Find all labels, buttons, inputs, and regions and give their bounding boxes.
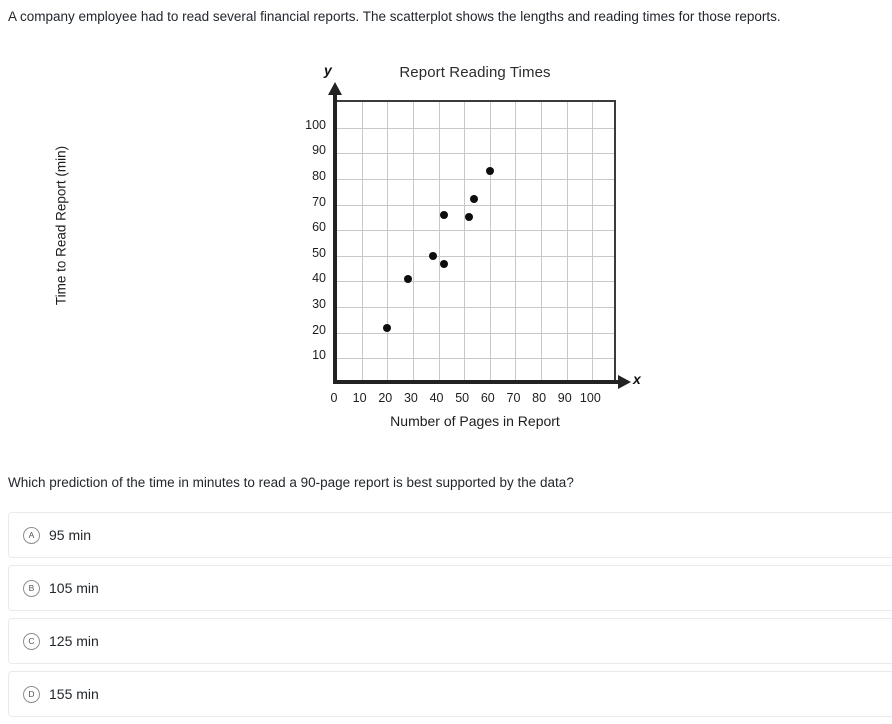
answer-choice-c[interactable]: C 125 min — [8, 618, 892, 664]
y-tick-label: 100 — [305, 117, 326, 132]
choice-label: 95 min — [49, 527, 92, 543]
gridline-horizontal — [336, 307, 614, 309]
x-tick-label: 20 — [378, 391, 393, 405]
y-axis-arrow-icon — [328, 82, 342, 95]
x-tick-label: 90 — [557, 391, 572, 405]
x-tick-label: 0 — [330, 391, 338, 405]
y-tick-label: 40 — [312, 271, 326, 286]
x-axis-arrow-icon — [618, 375, 631, 389]
x-axis-title: Number of Pages in Report — [390, 413, 560, 429]
gridline-vertical — [515, 102, 517, 380]
choice-letter-badge[interactable]: A — [23, 526, 40, 544]
gridline-vertical — [464, 102, 466, 380]
gridline-vertical — [566, 102, 568, 380]
x-axis-line — [334, 380, 622, 384]
y-axis-variable-label: y — [324, 62, 332, 78]
choice-label: 125 min — [49, 633, 99, 649]
choice-label: 105 min — [49, 580, 99, 596]
answer-choice-b[interactable]: B 105 min — [8, 565, 892, 611]
gridline-horizontal — [336, 255, 614, 257]
y-axis-title: Time to Read Report (min) — [53, 145, 69, 306]
x-tick-label: 10 — [352, 391, 367, 405]
gridline-vertical — [438, 102, 440, 380]
y-tick-label: 50 — [312, 245, 326, 260]
gridline-horizontal — [336, 204, 614, 206]
x-tick-label: 80 — [532, 391, 547, 405]
gridline-horizontal — [336, 153, 614, 155]
x-tick-label: 100 — [579, 391, 601, 405]
data-point — [465, 213, 474, 222]
data-point — [383, 323, 392, 332]
data-point — [439, 210, 448, 219]
y-tick-label: 80 — [312, 168, 326, 183]
gridline-vertical — [592, 102, 594, 380]
gridline-horizontal — [336, 358, 614, 360]
choice-label: 155 min — [49, 686, 99, 702]
x-tick-label: 30 — [403, 391, 418, 405]
y-tick-label: 20 — [312, 322, 326, 337]
chart-title: Report Reading Times — [399, 64, 551, 81]
scatterplot-figure: Report Reading Times y x 10 20 30 40 50 60 70 8… — [0, 58, 892, 433]
gridline-horizontal — [336, 178, 614, 180]
data-point — [470, 195, 479, 204]
choice-letter-badge[interactable]: D — [23, 685, 40, 703]
x-tick-label: 60 — [480, 391, 495, 405]
data-point — [439, 259, 448, 268]
answer-choice-d[interactable]: D 155 min — [8, 671, 892, 717]
y-tick-label: 70 — [312, 194, 326, 209]
answer-choice-list: A 95 min B 105 min C 125 min D 155 min — [8, 512, 892, 724]
question-prompt: Which prediction of the time in minutes … — [8, 475, 574, 490]
x-tick-label: 50 — [455, 391, 470, 405]
stem-text: A company employee had to read several f… — [8, 9, 781, 24]
y-tick-label: 60 — [312, 220, 326, 235]
x-tick-label: 40 — [429, 391, 444, 405]
gridline-vertical — [361, 102, 363, 380]
gridline-horizontal — [336, 332, 614, 334]
y-tick-label: 90 — [312, 143, 326, 158]
gridline-horizontal — [336, 281, 614, 283]
choice-letter-badge[interactable]: B — [23, 579, 40, 597]
y-axis-line — [333, 94, 337, 384]
data-point — [403, 274, 412, 283]
data-point — [429, 251, 438, 260]
gridline-horizontal — [336, 127, 614, 129]
x-tick-label: 70 — [506, 391, 521, 405]
answer-choice-a[interactable]: A 95 min — [8, 512, 892, 558]
data-point — [485, 167, 494, 176]
choice-letter-badge[interactable]: C — [23, 632, 40, 650]
gridline-vertical — [541, 102, 543, 380]
gridline-vertical — [489, 102, 491, 380]
gridline-vertical — [387, 102, 389, 380]
x-axis-variable-label: x — [633, 371, 641, 387]
gridline-vertical — [412, 102, 414, 380]
gridline-horizontal — [336, 230, 614, 232]
y-tick-label: 30 — [312, 297, 326, 312]
plot-area — [334, 100, 616, 382]
y-tick-label: 10 — [312, 348, 326, 363]
